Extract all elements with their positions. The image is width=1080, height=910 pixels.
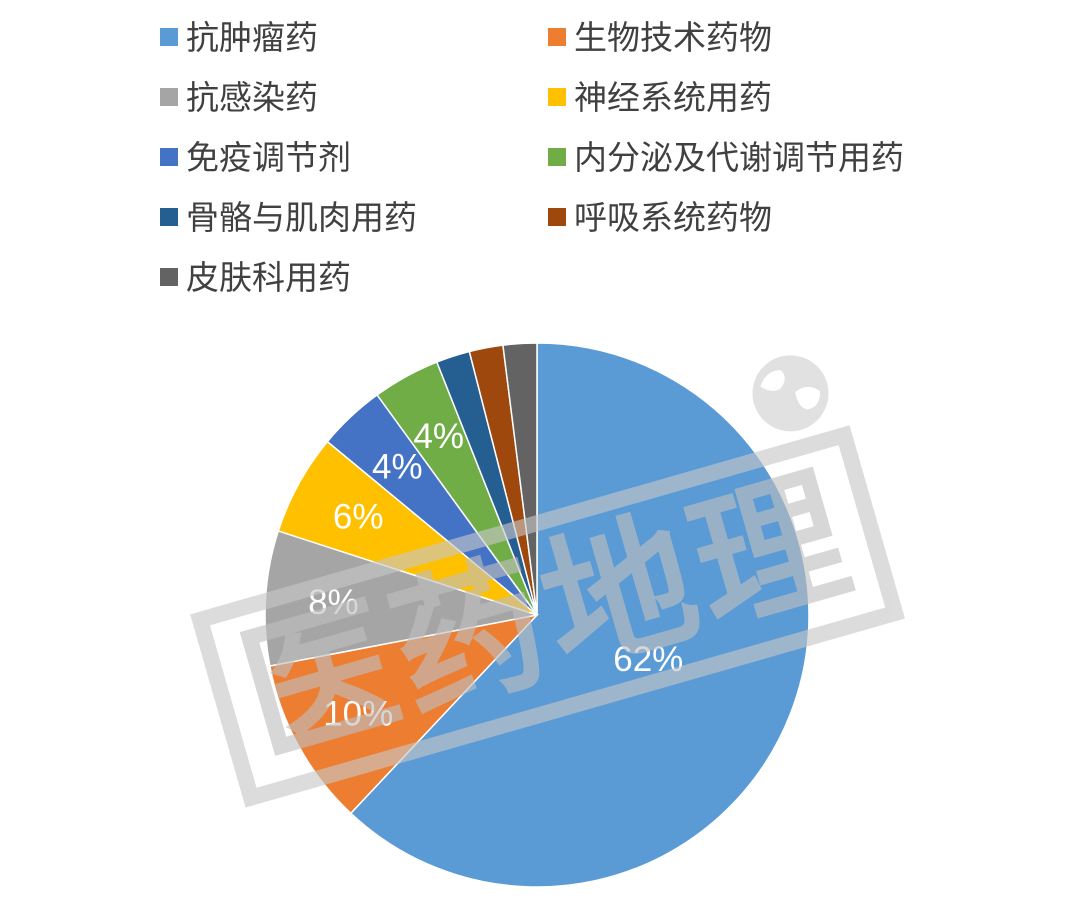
globe-icon	[752, 355, 829, 432]
legend-swatch	[548, 88, 566, 106]
legend-swatch	[548, 148, 566, 166]
legend-swatch	[548, 28, 566, 46]
legend-swatch	[160, 208, 178, 226]
legend-item-label: 神经系统用药	[574, 78, 772, 117]
pie-slice	[268, 613, 540, 815]
legend-item-label: 内分泌及代谢调节用药	[574, 138, 904, 177]
data-label: 10%	[323, 694, 393, 733]
legend-item-label: 抗感染药	[186, 78, 318, 117]
legend-item-label: 骨骼与肌肉用药	[186, 198, 417, 237]
legend-swatch	[160, 88, 178, 106]
legend-item-label: 呼吸系统药物	[574, 198, 772, 237]
data-label: 6%	[333, 498, 384, 537]
data-label: 4%	[372, 447, 423, 486]
legend-item-label: 抗肿瘤药	[186, 18, 318, 57]
legend-item-label: 免疫调节剂	[186, 138, 351, 177]
legend-item-label: 皮肤科用药	[186, 258, 351, 297]
legend-swatch	[160, 28, 178, 46]
legend-item-label: 生物技术药物	[574, 18, 772, 57]
pie-slice	[502, 342, 538, 616]
legend-swatch	[548, 208, 566, 226]
legend-swatch	[160, 268, 178, 286]
legend-swatch	[160, 148, 178, 166]
data-label: 4%	[413, 417, 464, 456]
watermark-box	[190, 425, 905, 808]
